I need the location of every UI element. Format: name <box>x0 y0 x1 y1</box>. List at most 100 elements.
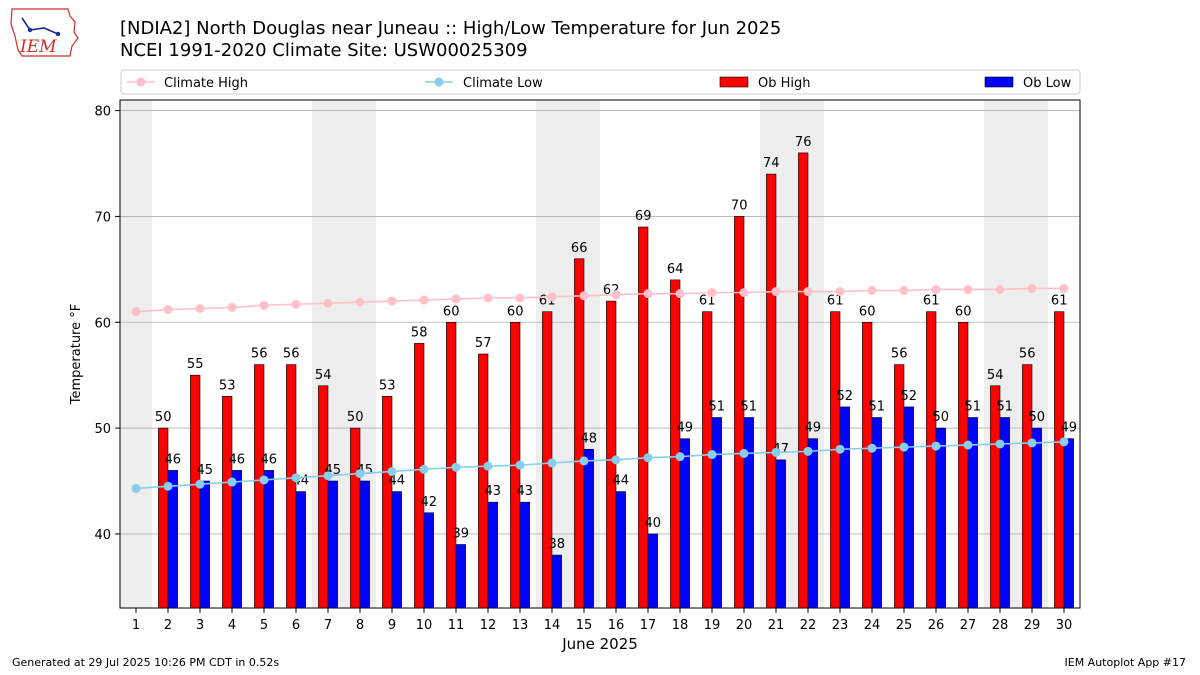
ob-high-bar <box>990 385 1001 609</box>
y-tick-label: 50 <box>94 422 111 437</box>
ob-low-label: 46 <box>165 452 182 467</box>
ob-high-bar <box>670 279 681 609</box>
ob-high-label: 55 <box>187 357 204 372</box>
x-tick-label: 25 <box>896 618 913 633</box>
ob-low-label: 46 <box>261 452 278 467</box>
climate-high-point <box>259 300 269 310</box>
climate-low-point <box>611 455 621 465</box>
generated-timestamp: Generated at 29 Jul 2025 10:26 PM CDT in… <box>12 656 280 669</box>
ob-high-label: 56 <box>891 347 908 362</box>
x-tick-label: 22 <box>800 618 817 633</box>
ob-high-bar <box>862 321 873 609</box>
legend-ob-high-label: Ob High <box>758 76 811 91</box>
climate-high-point <box>675 289 685 299</box>
climate-low-point <box>1027 438 1037 448</box>
ob-high-bar <box>830 311 841 609</box>
x-tick-label: 28 <box>992 618 1009 633</box>
ob-high-label: 61 <box>699 294 716 309</box>
climate-high-line <box>135 287 1064 313</box>
ob-low-bar <box>263 470 274 609</box>
ob-low-label: 49 <box>1061 421 1078 436</box>
ob-low-label: 43 <box>485 484 502 499</box>
ob-high-label: 60 <box>859 304 876 319</box>
ob-low-bar <box>743 417 754 609</box>
climate-low-point <box>419 464 429 474</box>
climate-high-point <box>611 290 621 300</box>
ob-high-label: 64 <box>667 262 684 277</box>
x-tick-label: 20 <box>736 618 753 633</box>
weekend-band <box>120 100 152 608</box>
iem-logo: IEM <box>10 8 79 57</box>
ob-high-label: 60 <box>443 304 460 319</box>
legend-climate-high-label: Climate High <box>164 76 248 91</box>
ob-low-bar <box>1031 427 1042 609</box>
legend-climate-high-marker <box>136 77 146 87</box>
ob-high-label: 61 <box>923 294 940 309</box>
ob-low-bar <box>807 438 818 609</box>
ob-high-label: 57 <box>475 336 492 351</box>
ob-high-bar <box>254 364 265 609</box>
climate-high-point <box>739 288 749 298</box>
ob-low-bar <box>199 480 210 609</box>
ob-low-label: 51 <box>997 400 1014 415</box>
ob-low-label: 39 <box>453 527 470 542</box>
climate-low-point <box>227 477 237 487</box>
ob-high-bar <box>958 321 969 609</box>
climate-low-point <box>707 450 717 460</box>
ob-low-bar <box>167 470 178 609</box>
ob-low-label: 49 <box>677 421 694 436</box>
climate-low-point <box>483 461 493 471</box>
ob-low-label: 44 <box>613 474 630 489</box>
x-tick-label: 19 <box>704 618 721 633</box>
ob-high-bar <box>350 427 361 609</box>
climate-low-point <box>931 441 941 451</box>
ob-high-label: 54 <box>987 368 1004 383</box>
climate-low-point <box>579 456 589 466</box>
x-tick-label: 11 <box>448 618 465 633</box>
x-tick-label: 13 <box>512 618 529 633</box>
ob-low-bar <box>679 438 690 609</box>
ob-high-label: 56 <box>1019 347 1036 362</box>
x-axis-label: June 2025 <box>561 635 638 653</box>
ob-high-bar <box>926 311 937 609</box>
ob-low-bar <box>487 501 498 609</box>
climate-low-point <box>803 446 813 456</box>
climate-high-point <box>515 293 525 303</box>
climate-high-point <box>547 292 557 302</box>
climate-high-point <box>1059 283 1069 293</box>
climate-low-point <box>547 458 557 468</box>
x-tick-label: 9 <box>388 618 396 633</box>
ob-high-bar <box>702 311 713 609</box>
y-tick-label: 80 <box>94 105 111 120</box>
climate-high-point <box>899 286 909 295</box>
ob-high-label: 74 <box>763 156 780 171</box>
ob-low-label: 51 <box>741 400 758 415</box>
plot-frame <box>119 99 1081 609</box>
climate-low-point <box>259 475 269 485</box>
climate-low-point <box>643 453 653 463</box>
ob-low-bar <box>647 533 658 609</box>
ob-high-label: 54 <box>315 368 332 383</box>
legend-climate-low-marker <box>434 77 444 87</box>
x-tick-label: 6 <box>292 618 300 633</box>
ob-low-label: 48 <box>581 431 598 446</box>
climate-high-point <box>419 295 429 305</box>
climate-high-point <box>643 289 653 299</box>
legend-ob-high-swatch <box>719 76 749 88</box>
climate-low-point <box>1059 437 1069 447</box>
logo-text: IEM <box>19 37 57 57</box>
ob-low-label: 42 <box>421 495 438 510</box>
legend-box <box>120 69 1081 95</box>
ob-high-label: 53 <box>379 378 396 393</box>
ob-high-label: 60 <box>955 304 972 319</box>
ob-low-bar <box>775 459 786 609</box>
legend-ob-low-label: Ob Low <box>1023 76 1072 91</box>
ob-high-label: 60 <box>507 304 524 319</box>
ob-high-label: 70 <box>731 198 748 213</box>
ob-high-label: 76 <box>795 135 812 150</box>
x-tick-label: 26 <box>928 618 945 633</box>
climate-high-point <box>451 294 461 304</box>
ob-low-label: 52 <box>837 389 854 404</box>
climate-high-point <box>195 303 205 313</box>
ob-high-bar <box>798 152 809 609</box>
